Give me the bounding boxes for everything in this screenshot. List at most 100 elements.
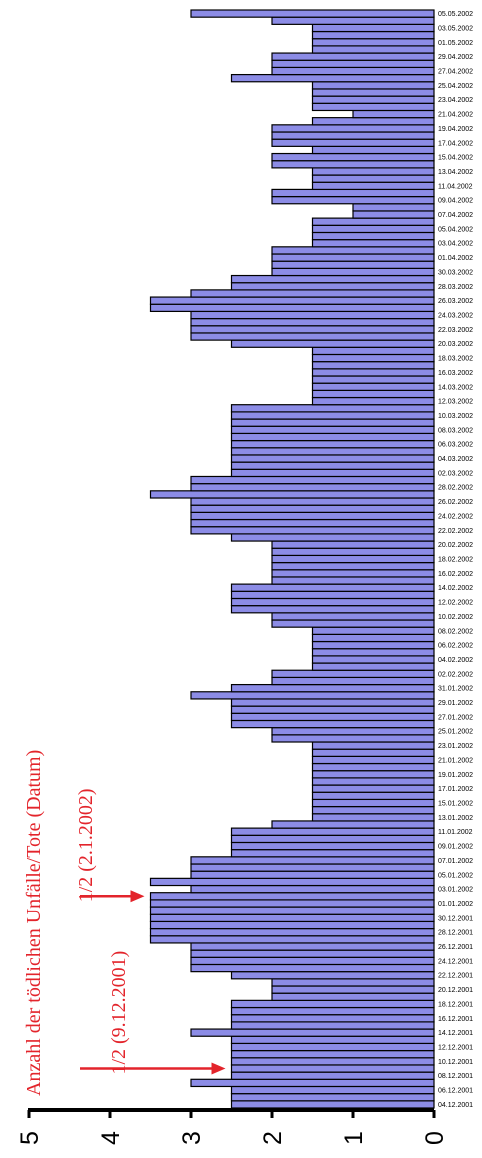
bar-16.03.2002: [311, 368, 435, 377]
bar-20.01.2002: [311, 762, 435, 772]
bar-29.04.2002: [271, 52, 435, 61]
bar-10.12.2001: [230, 1057, 435, 1066]
bar-22.04.2002: [311, 102, 435, 112]
value-tick-label: 0: [421, 1131, 449, 1145]
bar-18.03.2002: [311, 353, 435, 363]
bar-05.03.2002: [230, 447, 435, 456]
category-tick-label: 05.01.2002: [438, 872, 473, 879]
bar-23.02.2002: [190, 518, 435, 528]
bar-22.03.2002: [190, 325, 435, 334]
bar-19.03.2002: [311, 346, 435, 356]
category-tick-label: 29.01.2002: [438, 700, 473, 707]
bar-18.04.2002: [271, 131, 435, 140]
category-tick-label: 26.02.2002: [438, 499, 473, 506]
bar-17.12.2001: [230, 1006, 435, 1016]
bar-05.02.2002: [311, 648, 435, 657]
bar-04.01.2002: [149, 877, 435, 887]
bar-11.03.2002: [230, 404, 435, 413]
category-tick-label: 02.03.2002: [438, 470, 473, 477]
category-tick-label: 10.02.2002: [438, 614, 473, 621]
bar-04.04.2002: [311, 231, 435, 241]
value-axis-ticks: 0 1 2 3 4 5: [16, 1110, 449, 1145]
category-tick-label: 25.04.2002: [438, 83, 473, 90]
bar-25.03.2002: [149, 303, 435, 313]
category-tick-label: 01.05.2002: [438, 40, 473, 47]
bar-22.12.2001: [230, 971, 435, 980]
bar-18.01.2002: [311, 777, 435, 786]
bar-18.12.2001: [230, 999, 435, 1009]
bar-18.02.2002: [271, 554, 435, 564]
category-tick-label: 23.01.2002: [438, 743, 473, 750]
bar-30.01.2002: [190, 691, 435, 700]
bar-23.03.2002: [190, 317, 435, 327]
bar-08.12.2001: [230, 1071, 435, 1080]
bar-29.03.2002: [230, 274, 435, 284]
bar-24.12.2001: [190, 956, 435, 966]
category-tick-label: 20.02.2002: [438, 542, 473, 549]
bar-12.12.2001: [230, 1042, 435, 1052]
bar-06.03.2002: [230, 439, 435, 449]
category-tick-label: 18.03.2002: [438, 356, 473, 363]
value-tick-label: 5: [16, 1131, 44, 1145]
category-tick-label: 22.03.2002: [438, 327, 473, 334]
bar-09.01.2002: [230, 841, 435, 851]
category-tick-label: 23.04.2002: [438, 97, 473, 104]
bar-17.02.2002: [271, 561, 435, 571]
category-tick-label: 01.04.2002: [438, 255, 473, 262]
bar-22.02.2002: [190, 526, 435, 535]
category-tick-label: 13.01.2002: [438, 815, 473, 822]
category-tick-label: 19.04.2002: [438, 126, 473, 133]
value-tick-label: 2: [259, 1131, 287, 1145]
category-tick-label: 31.01.2002: [438, 686, 473, 693]
bar-17.04.2002: [271, 138, 435, 147]
bar-09.12.2001: [230, 1064, 435, 1073]
category-tick-label: 04.12.2001: [438, 1102, 473, 1109]
bar-02.02.2002: [271, 669, 435, 679]
bar-11.01.2002: [230, 827, 435, 836]
bar-27.12.2001: [149, 935, 435, 944]
bar-10.01.2002: [230, 834, 435, 844]
bar-08.01.2002: [230, 849, 435, 858]
category-tick-label: 01.01.2002: [438, 901, 473, 908]
category-tick-label: 07.04.2002: [438, 212, 473, 219]
bar-01.01.2002: [149, 899, 435, 908]
category-tick-label: 12.02.2002: [438, 600, 473, 607]
bar-19.02.2002: [271, 547, 435, 557]
bar-24.02.2002: [190, 511, 435, 521]
bar-04.02.2002: [311, 655, 435, 664]
bar-01.04.2002: [271, 253, 435, 262]
bar-13.04.2002: [311, 167, 435, 176]
bar-01.05.2002: [311, 38, 435, 47]
category-tick-label: 10.03.2002: [438, 413, 473, 420]
value-tick-label: 1: [340, 1131, 368, 1145]
category-tick-label: 16.12.2001: [438, 1016, 473, 1023]
category-tick-label: 20.12.2001: [438, 987, 473, 994]
category-tick-label: 15.01.2002: [438, 801, 473, 808]
category-tick-label: 18.02.2002: [438, 557, 473, 564]
bar-20.03.2002: [230, 339, 435, 348]
bar-05.05.2002: [190, 9, 435, 18]
category-tick-label: 11.04.2002: [438, 183, 473, 190]
bar-03.02.2002: [311, 662, 435, 671]
bar-15.02.2002: [271, 576, 435, 585]
bar-06.01.2002: [190, 863, 435, 872]
category-tick-label: 28.02.2002: [438, 485, 473, 492]
bar-25.01.2002: [271, 727, 435, 736]
bar-12.03.2002: [311, 396, 435, 406]
bar-14.03.2002: [311, 382, 435, 391]
value-tick-label: 3: [178, 1131, 206, 1145]
bar-29.12.2001: [149, 920, 435, 930]
bars-layer: [149, 9, 435, 1109]
category-tick-label: 06.02.2002: [438, 643, 473, 650]
bar-10.02.2002: [271, 612, 435, 621]
bar-27.01.2002: [230, 712, 435, 722]
category-tick-label: 08.12.2001: [438, 1073, 473, 1080]
category-tick-label: 24.12.2001: [438, 958, 473, 965]
bar-28.04.2002: [271, 59, 435, 69]
bar-17.03.2002: [311, 361, 435, 370]
bar-16.02.2002: [271, 569, 435, 578]
category-tick-label: 10.12.2001: [438, 1059, 473, 1066]
bar-26.03.2002: [149, 296, 435, 305]
bar-30.03.2002: [271, 267, 435, 277]
